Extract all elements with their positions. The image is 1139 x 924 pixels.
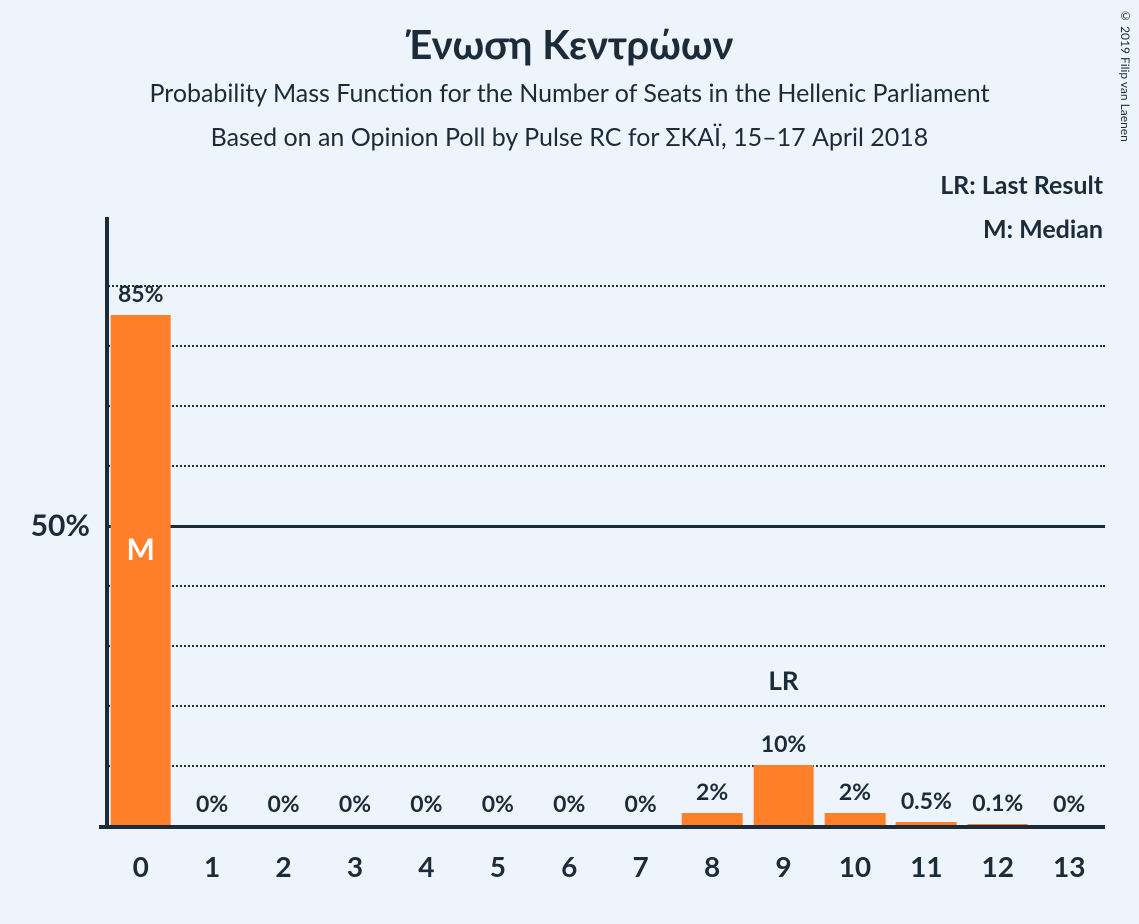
x-axis-tick-label: 8 [676, 849, 747, 883]
bar-slot: 0% [176, 225, 247, 825]
bar-value-label: 0.5% [901, 786, 952, 814]
x-axis-tick-label: 10 [819, 849, 890, 883]
bar [682, 813, 743, 825]
bar-value-label: 0% [625, 789, 657, 817]
bar-slot: 0% [462, 225, 533, 825]
bar-slot: 0% [1033, 225, 1104, 825]
x-axis-labels: 012345678910111213 [105, 849, 1105, 883]
bar-value-label: 0% [553, 789, 585, 817]
bar-slot: 0% [605, 225, 676, 825]
chart-subtitle-1: Probability Mass Function for the Number… [0, 78, 1139, 108]
x-axis-tick-label: 1 [176, 849, 247, 883]
bar-value-label: 0% [410, 789, 442, 817]
bar-value-label: 0% [196, 789, 228, 817]
x-axis-tick-label: 12 [962, 849, 1033, 883]
x-axis-line [99, 825, 1105, 829]
x-axis-tick-label: 6 [534, 849, 605, 883]
x-axis-tick-label: 7 [605, 849, 676, 883]
bar-slot: 0% [391, 225, 462, 825]
bar-slot: 10% LR [748, 225, 819, 825]
bar-value-label: 2% [696, 777, 728, 805]
bar-slot: 0.1% [962, 225, 1033, 825]
bar-slot: 0% [319, 225, 390, 825]
bar-value-label: 0% [339, 789, 371, 817]
x-axis-tick-label: 0 [105, 849, 176, 883]
bar-value-label: 0.1% [972, 788, 1023, 816]
bar-slot: 0% [248, 225, 319, 825]
bar [753, 765, 814, 825]
x-axis-tick-label: 9 [748, 849, 819, 883]
bar-slot: 2% [676, 225, 747, 825]
bar-value-label: 0% [482, 789, 514, 817]
bar-value-label: 10% [761, 729, 807, 757]
bar-value-label: 85% [118, 279, 164, 307]
x-axis-tick-label: 13 [1033, 849, 1104, 883]
plot: 85% M 0% 0% 0% 0% 0% 0% 0% 2% 10% LR 2% 0.5% 0.1% 0% [105, 225, 1105, 825]
bar [825, 813, 886, 825]
bar-slot: 0% [534, 225, 605, 825]
last-result-label: LR [768, 664, 798, 696]
bar-slot: 85% M [105, 225, 176, 825]
bar-value-label: 2% [839, 777, 871, 805]
chart-title: Ένωση Κεντρώων [0, 20, 1139, 68]
bar [110, 315, 171, 825]
bar-slot: 0.5% [891, 225, 962, 825]
bar-value-label: 0% [267, 789, 299, 817]
x-axis-tick-label: 4 [391, 849, 462, 883]
bars-container: 85% M 0% 0% 0% 0% 0% 0% 0% 2% 10% LR 2% 0.5% 0.1% 0% [105, 225, 1105, 825]
y-axis-line [105, 217, 109, 825]
x-axis-tick-label: 11 [891, 849, 962, 883]
chart-subtitle-2: Based on an Opinion Poll by Pulse RC for… [0, 122, 1139, 152]
x-axis-tick-label: 2 [248, 849, 319, 883]
median-label: M [127, 531, 155, 567]
legend-row: LR: Last Result [940, 170, 1103, 200]
x-axis-tick-label: 5 [462, 849, 533, 883]
chart-plot-area: 85%M0%0%0%0%0%0%0%2%10%LR2%0.5%0.1%0% 01… [105, 225, 1105, 825]
x-axis-tick-label: 3 [319, 849, 390, 883]
bar-value-label: 0% [1053, 789, 1085, 817]
y-axis-label: 50% [10, 507, 90, 543]
bar-slot: 2% [819, 225, 890, 825]
